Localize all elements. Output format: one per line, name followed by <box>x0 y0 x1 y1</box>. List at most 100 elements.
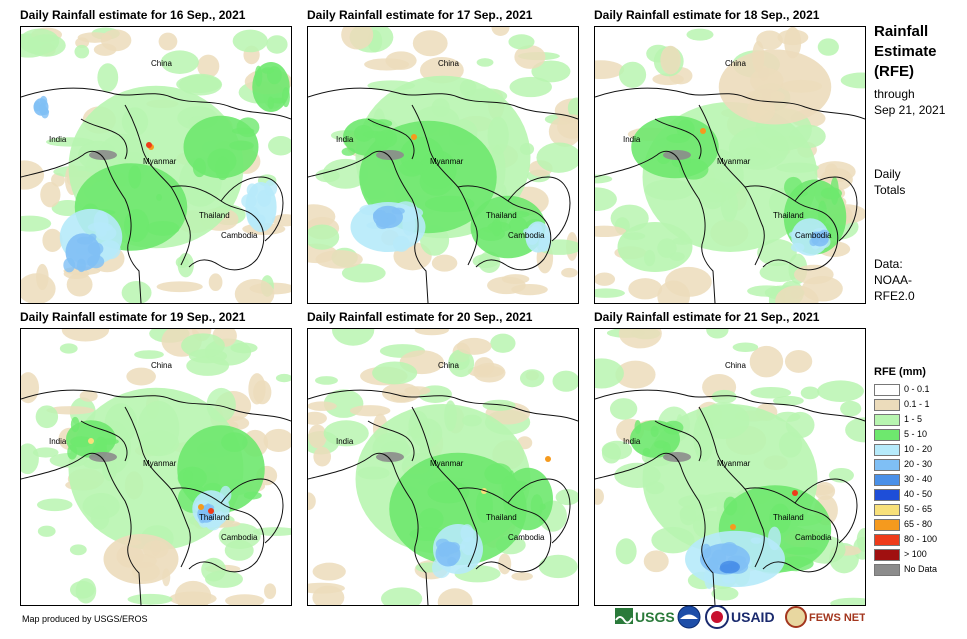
rain-field-detail <box>830 176 839 206</box>
rainfall-map: China India Myanmar Thailand Cambodia <box>307 328 579 606</box>
rain-patch <box>37 525 56 537</box>
rain-patch <box>750 386 792 399</box>
country-border <box>308 87 578 120</box>
rain-patch <box>208 273 223 292</box>
rain-field-detail <box>784 176 803 198</box>
rain-patch <box>800 386 820 400</box>
rain-field-detail <box>221 432 248 453</box>
rfe-title: Rainfall Estimate (RFE) <box>874 22 937 82</box>
rain-field-detail <box>341 147 356 156</box>
rainfall-panel: Daily Rainfall estimate for 16 Sep., 202… <box>20 8 292 308</box>
rain-field-detail <box>372 119 393 128</box>
country-border <box>507 478 571 544</box>
country-label-thailand: Thailand <box>199 513 230 522</box>
country-border <box>457 185 552 271</box>
rain-patch <box>448 349 475 378</box>
rain-field-detail <box>643 249 656 267</box>
rain-field-detail <box>255 214 266 226</box>
rain-field-detail <box>721 541 738 557</box>
rainfall-panel: Daily Rainfall estimate for 19 Sep., 202… <box>20 310 292 610</box>
rain-field-detail <box>809 237 818 247</box>
rain-patch <box>845 417 865 443</box>
rain-patch <box>756 30 783 50</box>
rain-patch <box>46 406 95 415</box>
rain-patch <box>830 597 865 605</box>
rain-patch <box>21 215 52 232</box>
rain-patch <box>609 398 638 420</box>
rain-patch <box>341 27 374 50</box>
country-label-cambodia: Cambodia <box>221 231 258 240</box>
rain-patch <box>181 333 225 358</box>
map-canvas <box>21 27 291 303</box>
rfe-title-line1: Rainfall <box>874 23 929 40</box>
legend-label: 0 - 0.1 <box>904 384 930 394</box>
panel-title: Daily Rainfall estimate for 21 Sep., 202… <box>594 310 820 324</box>
rain-field-detail <box>162 568 171 587</box>
panel-title: Daily Rainfall estimate for 17 Sep., 202… <box>307 8 533 22</box>
rain-field-detail <box>784 546 818 555</box>
legend-swatch <box>874 564 900 576</box>
rain-field-detail <box>87 254 105 269</box>
rain-field-detail <box>728 126 789 170</box>
rain-field-detail <box>63 257 76 273</box>
rain-patch <box>59 343 78 354</box>
rain-field-detail <box>33 100 41 112</box>
rain-field-detail <box>183 470 193 484</box>
through-date: Sep 21, 2021 <box>874 103 946 117</box>
rfe-title-line3: (RFE) <box>874 63 914 80</box>
rain-patch <box>176 75 222 94</box>
legend-swatch <box>874 549 900 561</box>
country-border <box>367 118 415 160</box>
rain-patch <box>121 281 152 303</box>
rain-patch <box>628 278 663 300</box>
rain-field-detail <box>672 237 693 245</box>
country-border <box>654 420 702 462</box>
country-border <box>21 389 291 422</box>
rain-field-detail <box>778 556 814 572</box>
country-border <box>654 118 702 160</box>
rain-patch <box>775 285 819 303</box>
country-border <box>80 118 128 160</box>
rainfall-panel: Daily Rainfall estimate for 18 Sep., 202… <box>594 8 866 308</box>
legend-label: 40 - 50 <box>904 489 933 499</box>
country-border <box>367 420 415 462</box>
legend-swatch <box>874 444 900 456</box>
country-border <box>595 452 716 605</box>
rain-patch <box>531 60 571 83</box>
rain-patch <box>390 392 412 403</box>
rain-field-detail <box>156 193 163 201</box>
rain-patch <box>263 428 291 452</box>
country-border <box>170 185 265 271</box>
rain-field-detail <box>427 480 470 504</box>
source-line1: NOAA- <box>874 273 913 287</box>
legend-swatch <box>874 489 900 501</box>
rain-patch <box>491 27 510 36</box>
rain-field-detail <box>721 565 733 574</box>
rain-patch <box>490 333 516 353</box>
country-label-india: India <box>623 135 641 144</box>
rain-field-detail <box>229 140 254 151</box>
usgs-logo: USGS <box>615 608 675 625</box>
rain-field-detail <box>70 436 93 448</box>
rain-field-detail <box>88 233 97 241</box>
rain-patch <box>511 283 548 296</box>
rain-field-detail <box>418 508 444 531</box>
rain-patch <box>75 37 90 49</box>
rain-field-detail <box>790 242 805 252</box>
country-border <box>794 176 858 242</box>
rainfall-panel: Daily Rainfall estimate for 21 Sep., 202… <box>594 310 866 610</box>
rain-field-detail <box>90 505 110 530</box>
rain-patch <box>308 411 327 425</box>
noaa-logo <box>677 605 701 629</box>
rain-patch <box>308 424 327 449</box>
country-border <box>80 420 128 462</box>
country-label-myanmar: Myanmar <box>143 157 177 166</box>
rain-patch <box>69 580 95 599</box>
rain-field-detail <box>375 131 387 147</box>
rain-field-detail <box>634 420 642 435</box>
rain-field-detail <box>530 494 544 518</box>
rain-patch <box>349 405 391 417</box>
rain-field-detail <box>392 235 410 252</box>
rain-patch <box>501 274 530 284</box>
data-label: Data: <box>874 257 903 271</box>
